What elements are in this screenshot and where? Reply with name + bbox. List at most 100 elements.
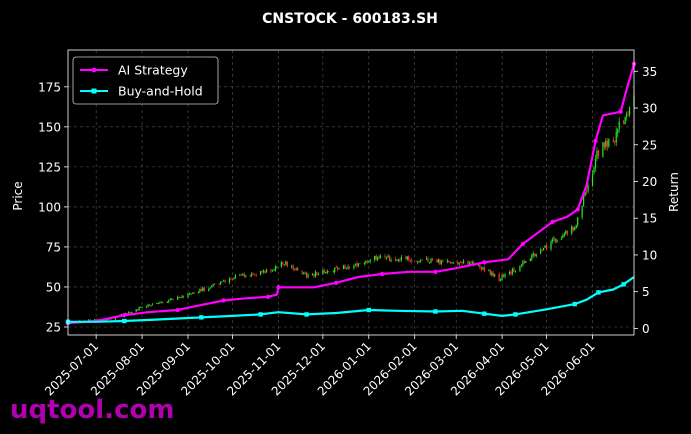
y-left-tick-label: 25	[46, 320, 61, 334]
candle-body	[396, 260, 398, 261]
candle-body	[593, 167, 595, 174]
candle-body	[431, 258, 434, 260]
candle-body	[377, 257, 379, 260]
candle-body	[520, 265, 522, 267]
y-right-tick-label: 20	[642, 175, 657, 189]
candle-body	[347, 266, 349, 268]
candle-body	[400, 257, 402, 261]
series-marker-buy-and-hold	[366, 307, 371, 313]
candle-body	[200, 289, 202, 291]
series-marker-ai-strategy	[276, 285, 281, 290]
candle-body	[532, 253, 534, 256]
series-marker-buy-and-hold	[122, 318, 127, 324]
candle-body	[262, 270, 265, 272]
candle-body	[252, 273, 254, 275]
candle-body	[540, 249, 542, 254]
candle-body	[606, 140, 608, 147]
candle-body	[261, 271, 263, 272]
candle-body	[482, 267, 484, 269]
series-lines	[65, 61, 637, 326]
candle-body	[605, 140, 607, 148]
candle-body	[191, 293, 194, 295]
candle-body	[199, 289, 201, 293]
candle-body	[594, 158, 597, 168]
candle-body	[209, 287, 211, 289]
candle-body	[440, 260, 442, 264]
y-right-tick-label: 30	[642, 102, 657, 116]
candle-body	[193, 293, 195, 294]
candle-body	[211, 285, 213, 288]
candle-body	[551, 239, 554, 241]
series-marker-buy-and-hold	[304, 312, 309, 317]
candle-body	[409, 259, 411, 261]
candle-body	[335, 267, 337, 268]
candle-body	[297, 267, 299, 271]
candle-body	[357, 263, 360, 266]
candle-body	[166, 301, 168, 303]
candle-body	[182, 295, 185, 298]
candle-body	[380, 255, 382, 257]
watermark: uqtool.com	[10, 395, 174, 425]
candle-body	[390, 259, 392, 262]
y-axis-right-label: Return	[667, 172, 681, 212]
candle-body	[566, 231, 568, 234]
series-marker-buy-and-hold	[258, 312, 263, 317]
y-left-tick-label: 75	[46, 240, 61, 254]
candle-body	[254, 274, 256, 275]
candle-body	[602, 142, 604, 158]
candle-body	[156, 303, 158, 304]
y-right-tick-label: 25	[642, 138, 657, 152]
candle-body	[519, 266, 521, 271]
series-marker-ai-strategy	[618, 109, 623, 114]
y-right-tick-label: 10	[642, 248, 657, 262]
candle-body	[508, 272, 511, 274]
candle-body	[160, 301, 162, 303]
y-right-tick-label: 0	[642, 322, 650, 336]
candle-body	[214, 283, 216, 285]
y-right-tick-label: 5	[642, 285, 650, 299]
series-marker-ai-strategy	[379, 271, 385, 277]
candle-body	[366, 261, 368, 263]
candle-body	[345, 267, 348, 269]
candle-body	[585, 191, 588, 193]
candle-body	[245, 275, 247, 277]
candle-body	[534, 253, 536, 256]
candle-body	[387, 256, 389, 258]
candle-body	[511, 268, 514, 274]
candle-body	[233, 278, 235, 279]
candle-body	[344, 265, 346, 269]
candle-body	[562, 234, 564, 239]
candle-body	[374, 255, 376, 260]
candle-body	[421, 259, 423, 261]
candle-body	[575, 224, 577, 229]
candle-body	[274, 266, 277, 271]
candle-body	[405, 256, 407, 259]
candle-body	[491, 272, 493, 275]
candle-body	[313, 273, 315, 277]
candle-body	[302, 273, 305, 275]
candle-body	[529, 258, 531, 261]
candle-body	[501, 275, 503, 281]
candle-body	[483, 267, 485, 271]
candle-body	[131, 312, 133, 314]
candle-body	[617, 129, 619, 134]
candle-body	[522, 261, 524, 265]
plot-frame	[67, 49, 635, 336]
candle-body	[406, 256, 408, 260]
candle-body	[177, 296, 179, 300]
candle-body	[365, 261, 367, 263]
candle-body	[332, 271, 334, 273]
candle-body	[489, 269, 491, 275]
candle-body	[359, 263, 361, 265]
candle-body	[356, 263, 358, 267]
candle-body	[603, 142, 605, 147]
candle-body	[504, 274, 506, 277]
candle-body	[471, 262, 474, 264]
candle-body	[439, 259, 441, 265]
y-left-tick-label: 150	[38, 120, 61, 134]
candle-body	[556, 239, 558, 243]
candle-body	[282, 261, 284, 265]
candle-body	[249, 275, 251, 277]
candle-body	[467, 260, 469, 266]
candle-body	[627, 113, 629, 115]
